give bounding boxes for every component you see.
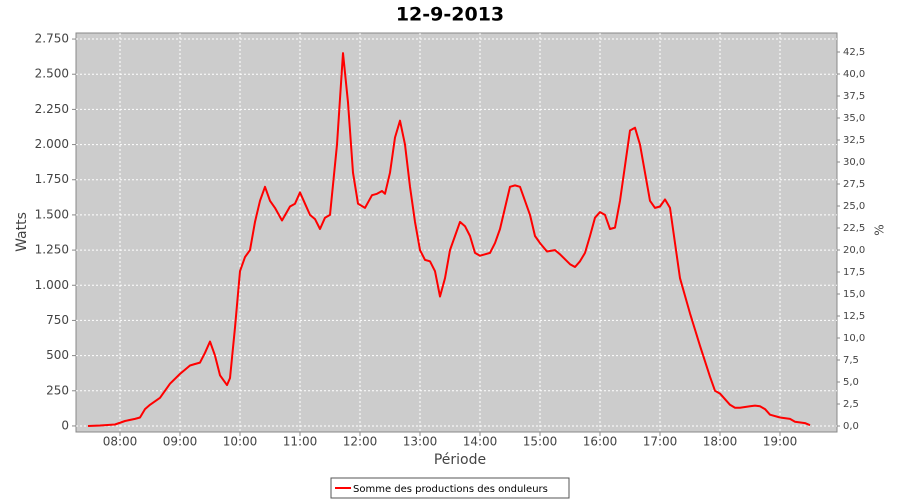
y2-tick-label: 37,5 xyxy=(843,91,865,102)
y-tick-label: 2.250 xyxy=(35,102,69,116)
x-tick-label: 09:00 xyxy=(163,435,198,449)
y2-tick-label: 30,0 xyxy=(843,157,865,168)
y2-tick-label: 0,0 xyxy=(843,421,859,432)
x-tick-label: 18:00 xyxy=(703,435,738,449)
y-axis-label: Watts xyxy=(14,212,30,252)
y2-tick-label: 15,0 xyxy=(843,289,865,300)
y2-tick-label: 2,5 xyxy=(843,399,859,410)
y-tick-label: 1.000 xyxy=(35,278,69,292)
y2-tick-label: 5,0 xyxy=(843,377,859,388)
y2-tick-label: 32,5 xyxy=(843,135,865,146)
y2-tick-label: 40,0 xyxy=(843,69,865,80)
y2-tick-label: 17,5 xyxy=(843,267,865,278)
y2-tick-label: 20,0 xyxy=(843,245,865,256)
y2-axis-label: % xyxy=(873,224,887,235)
y2-tick-label: 27,5 xyxy=(843,179,865,190)
y-tick-label: 2.500 xyxy=(35,67,69,81)
data-line xyxy=(87,52,811,427)
y-tick-label: 750 xyxy=(46,313,69,327)
y2-tick-label: 42,5 xyxy=(843,47,865,58)
y2-tick-label: 12,5 xyxy=(843,311,865,322)
legend-box xyxy=(330,477,570,499)
y-tick-label: 1.500 xyxy=(35,207,69,221)
x-tick-label: 10:00 xyxy=(223,435,258,449)
x-tick-label: 16:00 xyxy=(583,435,618,449)
y-tick-label: 2.000 xyxy=(35,137,69,151)
y2-tick-label: 25,0 xyxy=(843,201,865,212)
x-tick-label: 15:00 xyxy=(523,435,558,449)
y2-tick-label: 10,0 xyxy=(843,333,865,344)
y2-tick-label: 22,5 xyxy=(843,223,865,234)
y-tick-label: 500 xyxy=(46,348,69,362)
legend-label: Somme des productions des onduleurs xyxy=(353,484,548,495)
x-axis-label: Période xyxy=(434,452,486,468)
x-tick-label: 19:00 xyxy=(763,435,798,449)
y-tick-label: 0 xyxy=(61,418,69,432)
y-tick-label: 1.250 xyxy=(35,243,69,257)
x-tick-label: 13:00 xyxy=(403,435,438,449)
x-tick-label: 12:00 xyxy=(343,435,378,449)
y-tick-label: 2.750 xyxy=(35,32,69,46)
y2-tick-label: 7,5 xyxy=(843,355,859,366)
y-tick-label: 1.750 xyxy=(35,172,69,186)
x-tick-label: 14:00 xyxy=(463,435,498,449)
chart-title: 12-9-2013 xyxy=(396,4,504,26)
x-tick-label: 11:00 xyxy=(283,435,318,449)
x-tick-label: 17:00 xyxy=(643,435,678,449)
y2-tick-label: 35,0 xyxy=(843,113,865,124)
x-tick-label: 08:00 xyxy=(103,435,138,449)
y-tick-label: 250 xyxy=(46,383,69,397)
